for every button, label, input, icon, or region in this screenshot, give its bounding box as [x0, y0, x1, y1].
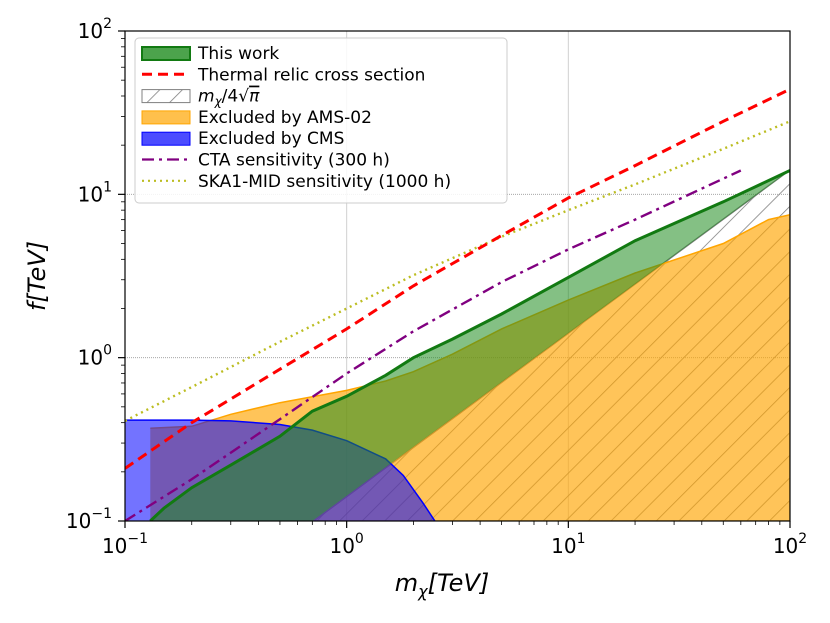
legend-swatch [141, 46, 191, 61]
y-tick-label: 100 [78, 343, 112, 370]
legend-swatch [141, 89, 191, 104]
legend-box [134, 37, 508, 204]
legend-item-ska: SKA1-MID sensitivity (1000 h) [142, 172, 451, 192]
y-tick-label: 101 [78, 179, 112, 206]
x-axis-label-sub: χ [417, 582, 428, 601]
ticks: 10−1 100 101 102 10−1 100 101 102 [66, 16, 807, 558]
x-axis-label: mχ[TeV] [395, 569, 489, 601]
x-axis-label-unit: [TeV] [428, 569, 490, 597]
x-tick-label: 10−1 [102, 531, 148, 558]
series-thermal-relic-line [125, 87, 790, 470]
legend-label: Excluded by AMS-02 [198, 108, 372, 128]
series-layer [125, 87, 790, 521]
legend-label: Thermal relic cross section [197, 65, 425, 85]
y-tick-label: 10−1 [66, 506, 112, 533]
legend-label: mχ/4√π [198, 87, 260, 109]
legend-label: SKA1-MID sensitivity (1000 h) [198, 172, 451, 192]
x-tick-label: 102 [773, 531, 807, 558]
legend-item-ams02: Excluded by AMS-02 [141, 108, 372, 128]
x-axis-label-base: m [395, 569, 418, 597]
legend-item-cms: Excluded by CMS [141, 129, 344, 149]
legend-label: This work [197, 44, 279, 64]
plot-frame [124, 30, 791, 522]
y-axis-label-unit: [TeV] [23, 241, 51, 303]
series-cta-line [125, 169, 742, 521]
y-tick-label: 102 [78, 16, 112, 43]
legend-label: CTA sensitivity (300 h) [198, 151, 390, 171]
x-tick-label: 100 [329, 531, 363, 558]
legend-item-thermal-relic: Thermal relic cross section [142, 65, 425, 85]
x-tick-label: 101 [551, 531, 585, 558]
legend-item-unitarity: mχ/4√π [141, 87, 260, 109]
legend-item-this-work: This work [141, 44, 279, 64]
legend-swatch [141, 131, 191, 146]
series-this-work-edge [149, 169, 790, 521]
legend-label: Excluded by CMS [198, 129, 344, 149]
legend-swatch [141, 110, 191, 125]
y-axis-label: f[TeV] [23, 241, 51, 311]
legend-item-cta: CTA sensitivity (300 h) [142, 151, 390, 171]
series-this-work-region [150, 170, 790, 521]
